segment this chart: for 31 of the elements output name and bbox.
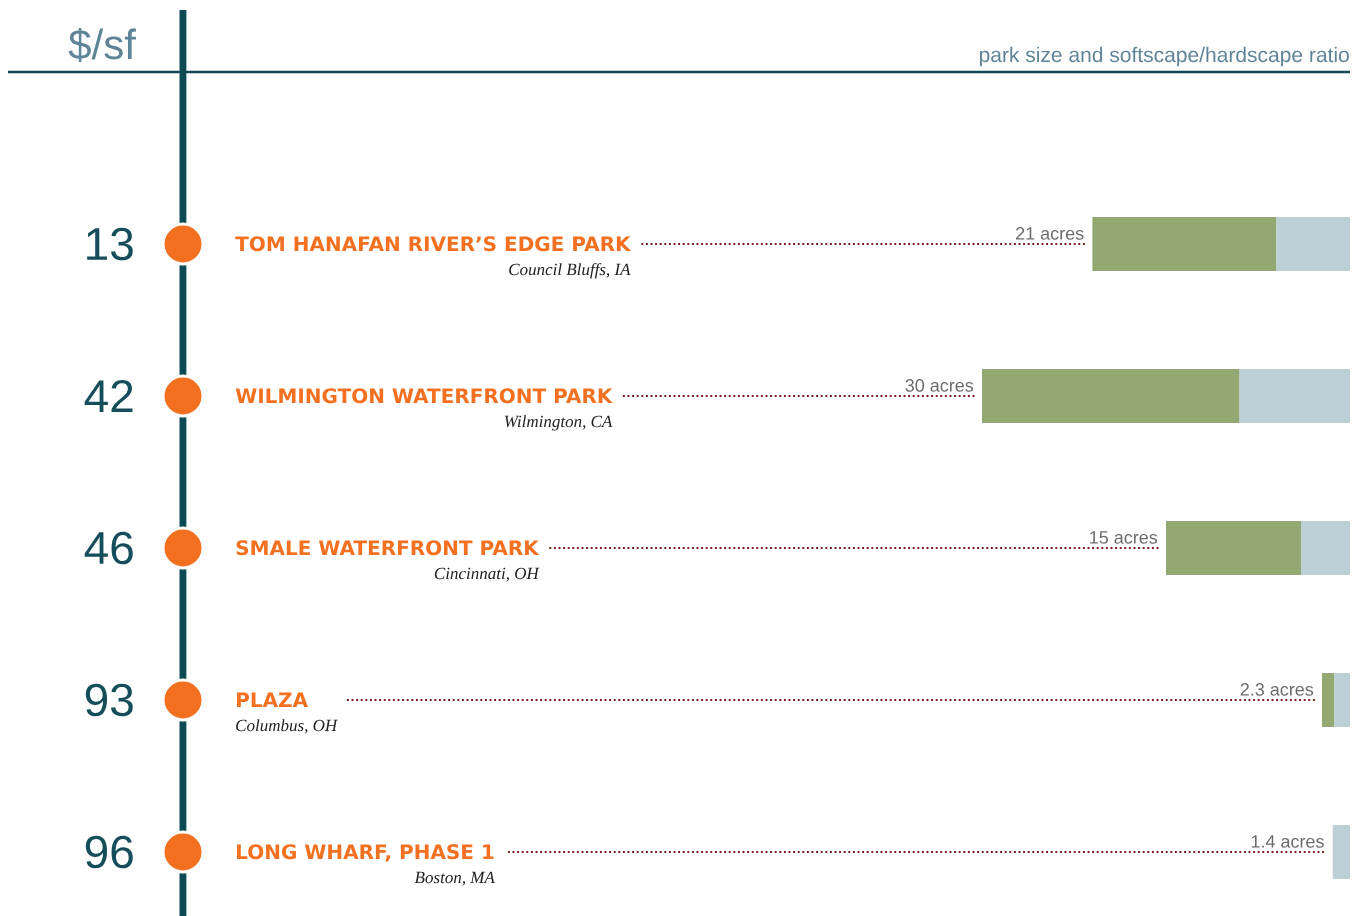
data-label: 13 [87, 227, 133, 261]
y-tick-label: PLAZA [237, 692, 308, 707]
annotation: 15 acres [1090, 531, 1158, 544]
bar [1092, 217, 1277, 271]
annotation: 2.3 acres [1240, 683, 1314, 696]
bar [1239, 369, 1350, 423]
bar [1332, 824, 1350, 879]
bar [1165, 520, 1302, 575]
annotation: 30 acres [905, 379, 974, 392]
bar [981, 369, 1240, 423]
bar [1334, 672, 1350, 727]
data-label: 46 [84, 531, 133, 565]
text: Boston, MA [414, 871, 495, 886]
y-tick-label: SMALE WATERFRONT PARK [236, 540, 540, 556]
text: Cincinnati, OH [434, 567, 540, 582]
y-tick-label: LONG WHARF, PHASE 1 [237, 844, 494, 862]
y-tick-label: WILMINGTON WATERFRONT PARK [235, 388, 613, 404]
y-tick-label: TOM HANAFAN RIVER’S EDGE PARK [235, 236, 632, 252]
annotation: 1.4 acres [1251, 835, 1324, 848]
text: Council Bluffs, IA [509, 263, 631, 279]
data-label: 96 [85, 835, 133, 869]
bar [1301, 520, 1350, 575]
text: Columbus, OH [236, 719, 338, 734]
bar [1322, 672, 1335, 727]
data-label: 93 [85, 683, 133, 717]
bar [1276, 217, 1350, 271]
chart-title: park size and softscape/hardscape ratio [979, 46, 1349, 67]
text: Wilmington, CA [504, 415, 613, 431]
annotation: 21 acres [1016, 227, 1084, 240]
text: $/sf [68, 27, 136, 62]
data-label: 42 [84, 379, 133, 413]
